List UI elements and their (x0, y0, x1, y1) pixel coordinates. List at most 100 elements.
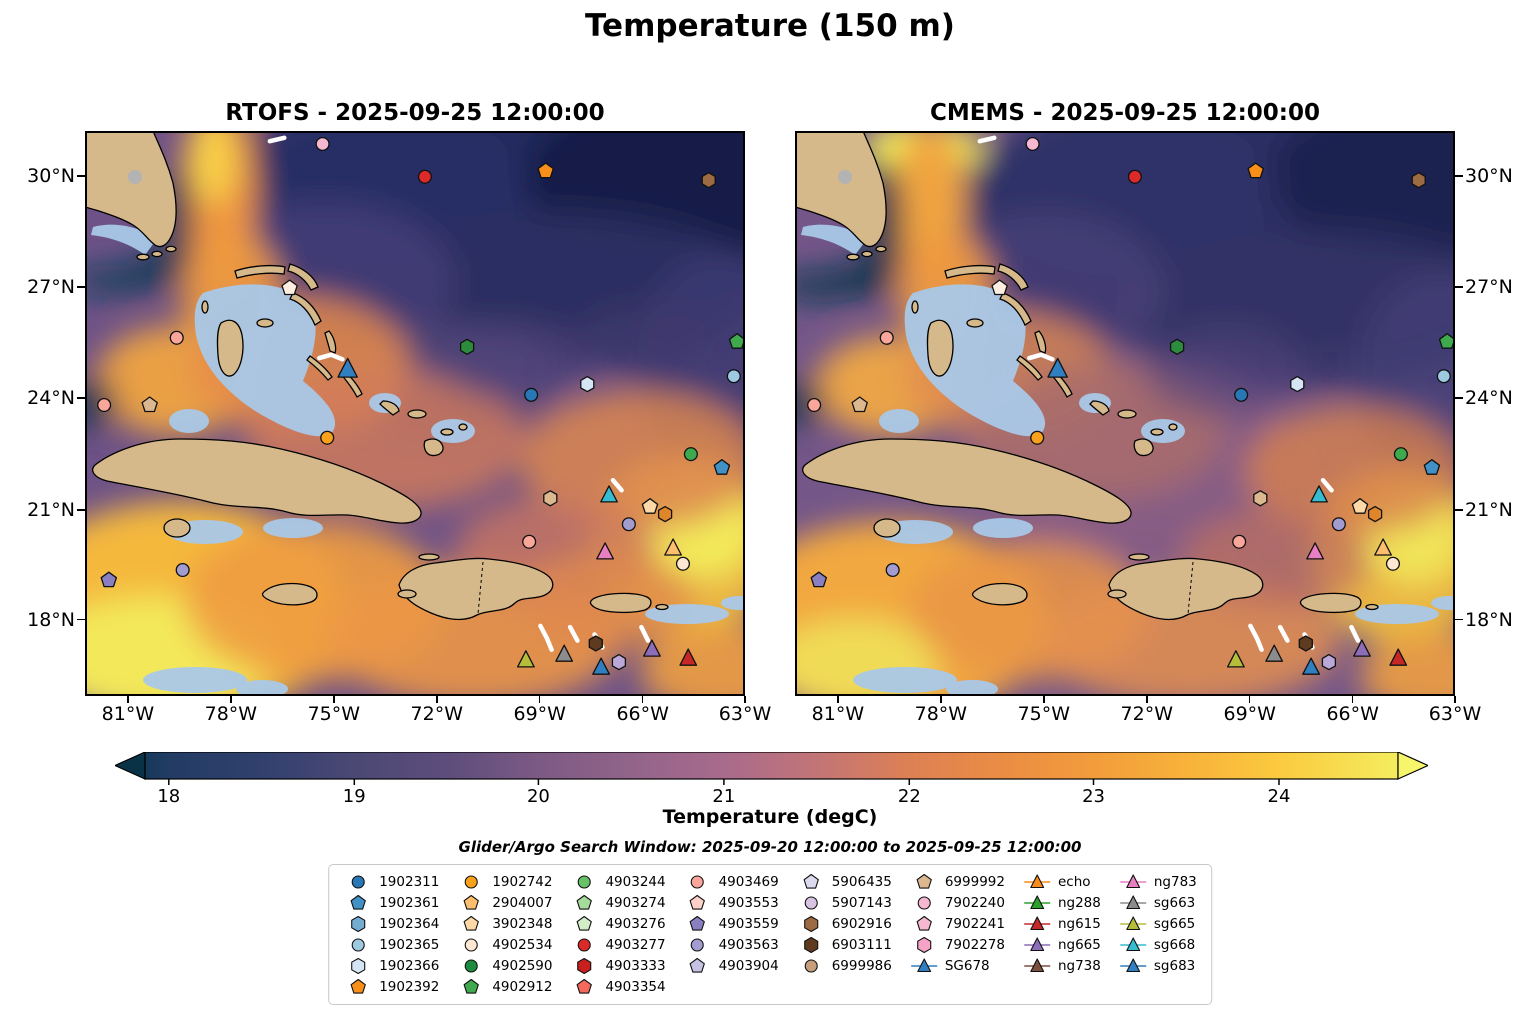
legend-item-4903563: 4903563 (683, 935, 779, 955)
platform-marker (464, 938, 478, 952)
figure-title: Temperature (150 m) (585, 8, 955, 44)
legend-label: 4902912 (492, 979, 553, 995)
legend-label: 4902534 (492, 937, 553, 953)
lat-tick-mark (77, 397, 85, 399)
platform-marker (991, 279, 1008, 296)
legend-label: 1902392 (379, 979, 440, 995)
platform-marker (664, 538, 682, 556)
platform-marker (169, 330, 184, 345)
platform-marker (810, 571, 828, 588)
lon-tick-label: 72°W (1120, 703, 1173, 725)
colorbar-gradient (144, 751, 1399, 780)
legend-label: 4903277 (605, 937, 666, 953)
lat-tick-mark (1455, 397, 1463, 399)
legend-marker-triangle (1119, 916, 1146, 931)
platform-marker (683, 447, 698, 462)
lon-tick-label: 81°W (101, 703, 155, 725)
legend-column: 1902742 2904007 3902348 4902534 4902590 49029… (456, 872, 552, 997)
lat-tick-label: 30°N (1465, 165, 1513, 188)
platform-markers (807, 136, 1455, 675)
legend-marker-circle (691, 875, 705, 889)
legend-marker-pentagon (463, 916, 479, 931)
legend-label: 1902365 (379, 937, 440, 953)
legend-label: 4903244 (605, 874, 666, 890)
platform-marker (351, 958, 366, 974)
lon-tick-mark (1351, 696, 1354, 703)
map-panel-rtofs: RTOFS - 2025-09-25 12:00:00 81°W 78°W 75°W… (27, 100, 771, 725)
puerto-rico (1299, 592, 1362, 614)
platform-marker (1247, 162, 1264, 179)
legend-item-sg668: sg668 (1118, 935, 1197, 955)
lon-tick-mark (641, 696, 644, 703)
legend-marker-triangle (1119, 958, 1146, 973)
platform-marker (281, 279, 298, 296)
platform-marker (691, 875, 705, 889)
platform-marker (1169, 338, 1185, 355)
legend-marker-hexagon (803, 916, 818, 932)
platform-marker (100, 571, 118, 588)
colorbar-label: Temperature (degC) (662, 806, 878, 828)
lon-tick-mark (1454, 696, 1456, 703)
legend-item-4903469: 4903469 (683, 872, 779, 892)
platform-marker (459, 338, 475, 355)
platform-marker (1298, 635, 1313, 652)
platform-marker (1232, 534, 1247, 549)
legend-item-5907143: 5907143 (796, 893, 892, 913)
platform-marker (576, 895, 593, 910)
platform-marker (351, 938, 365, 952)
legend-marker-pentagon (576, 979, 593, 994)
legend-label: sg683 (1153, 958, 1196, 974)
platform-marker (576, 916, 593, 931)
colorbar-right-arrow (1397, 751, 1430, 780)
lon-tick-label: 66°W (616, 703, 669, 725)
legend-label: 7902278 (944, 937, 1005, 953)
legend-item-ng783: ng783 (1118, 872, 1197, 892)
platform-marker (516, 650, 535, 668)
legend-marker-pentagon (803, 874, 819, 889)
lat-tick-label: 27°N (27, 275, 75, 298)
legend-item-1902742: 1902742 (456, 872, 552, 892)
legend-marker-circle (577, 875, 592, 889)
glider-track (317, 352, 345, 362)
platform-marker (1385, 556, 1401, 571)
platform-marker (689, 916, 706, 931)
panel-title-rtofs: RTOFS - 2025-09-25 12:00:00 (225, 100, 605, 126)
platform-marker (611, 653, 627, 671)
platform-marker (577, 938, 592, 952)
florida (85, 131, 177, 248)
platform-marker (916, 916, 932, 931)
platform-marker (803, 916, 818, 932)
map-cmems (795, 131, 1455, 696)
legend-label: 4902590 (492, 958, 553, 974)
legend-marker-triangle (1119, 874, 1146, 889)
legend-marker-pentagon (350, 979, 366, 994)
platform-marker (463, 895, 479, 910)
platform-marker (1030, 916, 1044, 931)
platform-marker (464, 875, 478, 889)
lon-tick-mark (127, 696, 129, 703)
colorbar-svg (113, 751, 1430, 785)
map-panel-cmems: CMEMS - 2025-09-25 12:00:00 81°W 78°W 75°W… (795, 100, 1513, 725)
colorbar-tick-label: 21 (712, 786, 736, 807)
jamaica (971, 582, 1028, 606)
platform-marker (691, 938, 705, 952)
platform-marker (463, 979, 479, 994)
search-window-subtitle: Glider/Argo Search Window: 2025-09-20 12… (458, 838, 1082, 856)
legend-label: 1902364 (379, 916, 440, 932)
platform-marker (417, 169, 432, 184)
legend-item-4903354: 4903354 (569, 977, 666, 997)
platform-marker (351, 875, 365, 889)
platform-marker (879, 330, 894, 345)
platform-marker (350, 895, 366, 910)
legend-marker-pentagon (689, 916, 706, 931)
legend-marker-hexagon (803, 937, 818, 953)
hispaniola (1108, 557, 1264, 621)
lat-tick-label: 21°N (27, 499, 75, 522)
glider-track (639, 624, 651, 643)
legend-label: 6999986 (831, 958, 892, 974)
platform-marker (576, 979, 593, 994)
platform-marker (463, 916, 479, 931)
lon-tick-mark (1248, 696, 1251, 703)
legend-item-1902366: 1902366 (343, 956, 439, 976)
